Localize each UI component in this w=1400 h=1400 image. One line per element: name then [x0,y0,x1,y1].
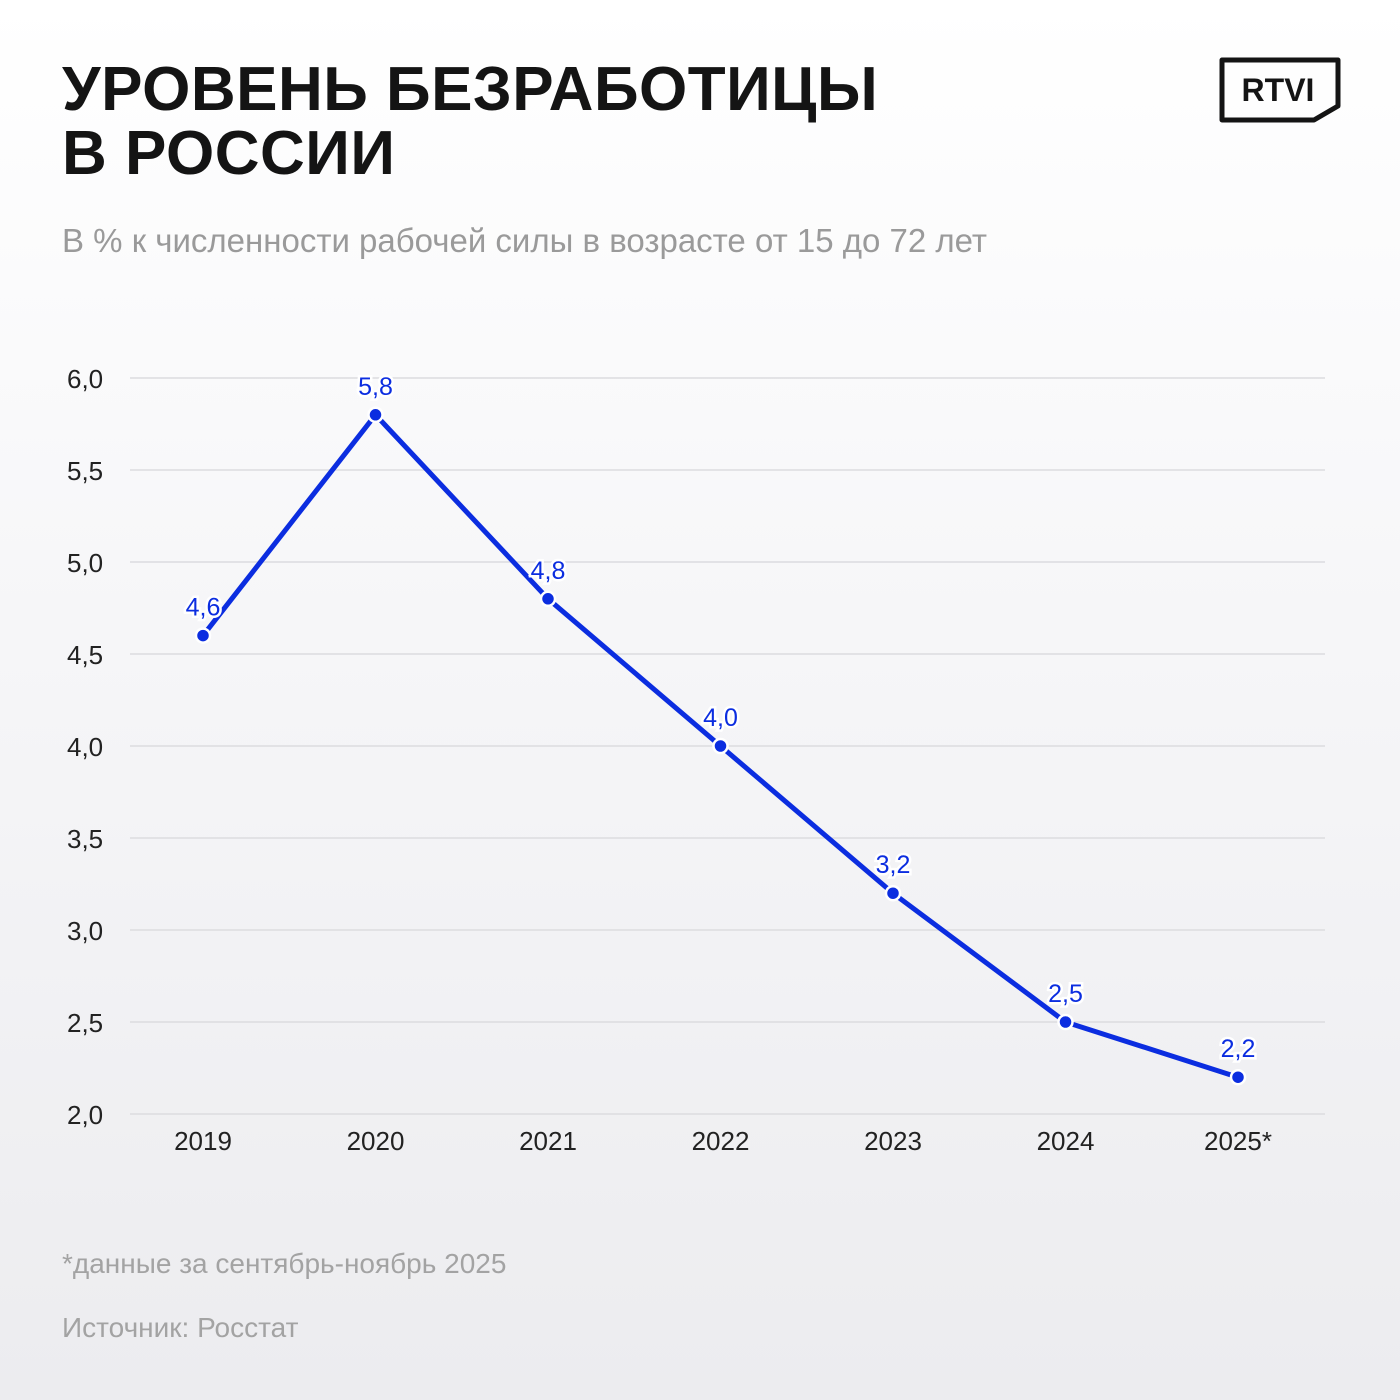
data-labels-layer: 4,6 5,8 4,8 4,0 3,2 2,5 2,2 [183,370,1258,1065]
data-label: 4,6 [186,594,221,622]
y-tick-label: 4,0 [67,732,103,762]
x-tick-label: 2023 [864,1126,922,1156]
x-tick-label: 2019 [174,1126,232,1156]
chart-title-line-1: УРОВЕНЬ БЕЗРАБОТИЦЫ [62,55,879,124]
data-label: 5,8 [358,373,393,401]
data-point [194,627,212,644]
y-tick-label: 2,5 [67,1008,103,1038]
y-tick-label: 4,5 [67,640,103,670]
y-tick-label: 3,5 [67,824,103,854]
x-tick-label: 2025* [1204,1126,1272,1156]
rtvi-logo: RTVI [1218,56,1342,126]
footnote: *данные за сентябрь-ноябрь 2025 [62,1248,507,1279]
logo-text: RTVI [1242,72,1315,108]
line-chart: 2,0 2,5 3,0 3,5 4,0 4,5 5,0 5,5 6,0 2019 2020 2021… [0,330,1400,1180]
y-tick-label: 3,0 [67,916,103,946]
data-label: 4,8 [531,557,566,585]
data-label: 2,2 [1221,1035,1256,1063]
data-label: 3,2 [876,851,911,879]
chart-title: УРОВЕНЬ БЕЗРАБОТИЦЫ В РОССИИ [62,58,878,186]
data-label: 4,0 [703,704,738,732]
data-point [884,884,902,902]
y-axis-ticks: 2,0 2,5 3,0 3,5 4,0 4,5 5,0 5,5 6,0 [67,364,103,1130]
source-note: Источник: Росстат [62,1312,299,1343]
data-point [1057,1013,1074,1031]
data-label: 2,5 [1048,980,1083,1008]
chart-title-line-2: В РОССИИ [62,119,396,188]
data-points-layer [194,406,1247,1086]
x-tick-label: 2022 [692,1126,750,1156]
y-tick-label: 2,0 [67,1100,103,1130]
chart-subtitle: В % к численности рабочей силы в возраст… [62,222,988,259]
data-point [712,737,729,755]
data-point [367,406,384,424]
x-axis-ticks: 2019 2020 2021 2022 2023 2024 2025* [174,1126,1272,1156]
x-tick-label: 2024 [1037,1126,1095,1156]
x-tick-label: 2021 [519,1126,577,1156]
x-tick-label: 2020 [347,1126,405,1156]
y-tick-label: 5,5 [67,456,103,486]
chart-svg: 2,0 2,5 3,0 3,5 4,0 4,5 5,0 5,5 6,0 2019 2020 2021… [67,364,1325,1156]
y-tick-label: 5,0 [67,548,103,578]
data-point [539,590,557,608]
y-tick-label: 6,0 [67,364,103,394]
data-point [1229,1068,1247,1086]
